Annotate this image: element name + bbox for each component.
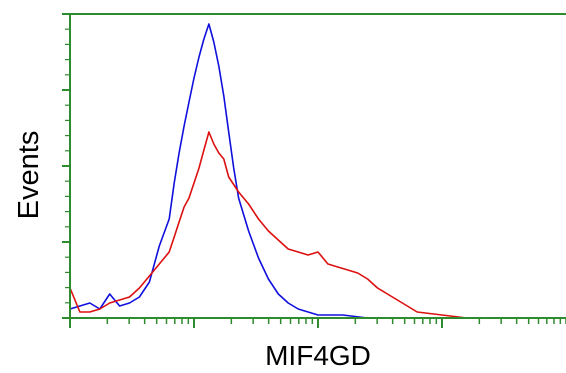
histogram-series-1 xyxy=(69,23,368,319)
y-axis-title: Events xyxy=(13,131,45,220)
x-axis-title: MIF4GD xyxy=(265,340,371,371)
series-layer xyxy=(69,23,467,319)
histogram-series-2 xyxy=(69,131,467,319)
